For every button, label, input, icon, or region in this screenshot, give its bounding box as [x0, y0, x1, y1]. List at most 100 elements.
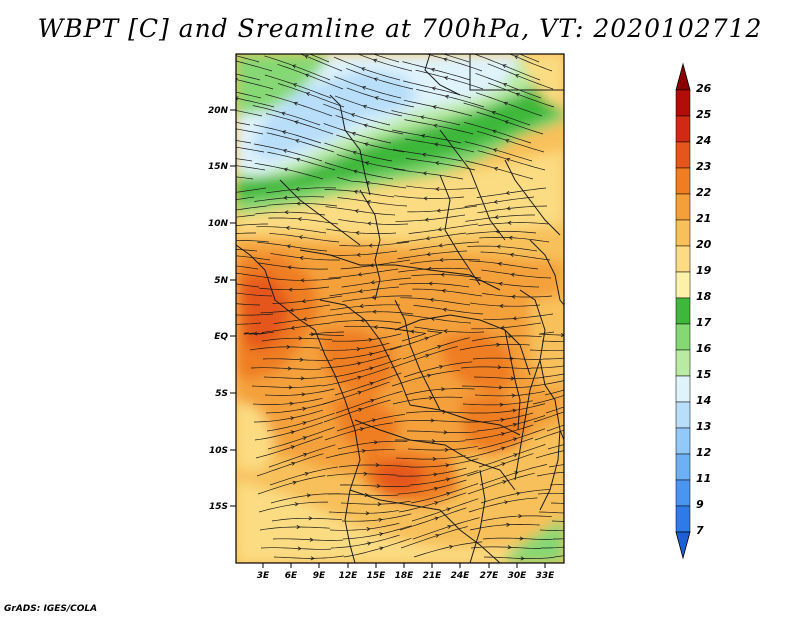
streamline — [544, 389, 564, 396]
streamline-arrow — [444, 94, 450, 99]
streamline — [236, 128, 264, 135]
streamline-arrow — [358, 407, 363, 412]
streamline-arrow — [568, 409, 572, 412]
streamline-arrow — [213, 154, 216, 157]
streamline — [324, 162, 394, 180]
streamline-arrow — [422, 171, 427, 176]
streamline-arrow — [363, 123, 368, 128]
streamline-arrow — [288, 287, 293, 292]
streamline-arrow — [296, 524, 301, 529]
streamline-arrow — [370, 280, 375, 285]
streamline — [409, 470, 479, 486]
streamline-arrow — [290, 416, 295, 421]
colorbar-label: 12 — [696, 446, 712, 459]
streamline — [236, 196, 255, 201]
streamline — [465, 160, 534, 180]
streamline-arrow — [580, 400, 583, 403]
streamline-arrow — [590, 534, 593, 537]
streamline — [338, 219, 409, 225]
streamline — [236, 232, 256, 234]
streamline — [339, 241, 410, 247]
streamline-arrow — [231, 271, 234, 274]
streamline — [462, 400, 533, 406]
lat-label: 5N — [214, 276, 228, 286]
streamline-arrow — [299, 256, 304, 261]
streamline-arrow — [588, 503, 591, 506]
lon-label: 33E — [536, 571, 556, 581]
streamline-arrow — [443, 430, 448, 435]
streamline-arrow — [310, 556, 315, 561]
streamline — [335, 390, 403, 414]
streamline-arrow — [361, 449, 367, 454]
streamline — [236, 205, 268, 211]
streamline-arrow — [299, 357, 304, 362]
streamline-arrow — [289, 401, 294, 406]
streamline — [236, 176, 254, 180]
colorbar-label: 13 — [696, 420, 712, 433]
streamline — [236, 79, 274, 90]
streamline-arrow — [513, 437, 518, 442]
streamline — [334, 95, 403, 117]
streamline-arrow — [369, 381, 374, 386]
streamline-arrow — [224, 126, 227, 129]
streamline — [548, 464, 564, 468]
streamline-arrow — [290, 325, 295, 330]
streamline — [466, 453, 534, 477]
streamline — [477, 428, 546, 450]
streamline-arrow — [516, 491, 521, 496]
streamline-arrow — [445, 477, 451, 482]
streamline-arrow — [287, 366, 292, 371]
streamline — [253, 409, 323, 423]
streamline-arrow — [212, 135, 215, 138]
streamline — [479, 464, 547, 486]
streamline-arrow — [304, 55, 309, 59]
streamline — [442, 54, 470, 63]
streamline-arrow — [367, 221, 372, 226]
streamline-arrow — [509, 252, 514, 257]
streamline-arrow — [513, 453, 518, 458]
streamline-arrow — [511, 393, 516, 398]
streamline — [250, 367, 322, 370]
streamline — [258, 501, 328, 513]
streamline — [468, 260, 539, 270]
streamline — [263, 375, 334, 379]
streamline-arrow — [360, 318, 365, 323]
streamline-arrow — [436, 208, 441, 213]
colorbar-label: 22 — [696, 186, 712, 199]
colorbar-label: 14 — [696, 394, 711, 407]
streamline — [271, 277, 342, 281]
lon-label: 24E — [451, 571, 471, 581]
colorbar-segment — [675, 323, 691, 351]
colorbar-segment — [675, 115, 691, 143]
streamline-arrow — [421, 152, 427, 157]
streamline-arrow — [214, 201, 217, 204]
streamline — [266, 132, 335, 153]
lon-label: 6E — [285, 571, 298, 581]
streamline — [264, 55, 331, 81]
streamline — [395, 439, 466, 442]
streamline — [482, 537, 553, 541]
streamline-arrow — [373, 440, 379, 445]
colorbar-label: 19 — [696, 264, 712, 277]
streamline — [336, 134, 405, 153]
streamline-arrow — [441, 288, 446, 293]
streamline — [268, 444, 336, 468]
streamline — [483, 313, 554, 320]
streamline-arrow — [589, 520, 592, 523]
streamline-arrow — [580, 354, 583, 357]
streamline — [531, 380, 564, 387]
streamline — [236, 240, 270, 243]
streamline — [468, 497, 538, 513]
streamline-arrow — [220, 51, 223, 54]
streamline-arrow — [445, 463, 450, 468]
streamline-arrow — [377, 502, 382, 507]
streamline-arrow — [493, 166, 498, 171]
streamline — [309, 54, 330, 63]
streamline — [416, 89, 485, 108]
streamline — [299, 54, 343, 72]
streamline-arrow — [230, 254, 233, 257]
streamline — [464, 121, 532, 144]
streamline — [331, 320, 402, 324]
streamline — [532, 395, 564, 405]
